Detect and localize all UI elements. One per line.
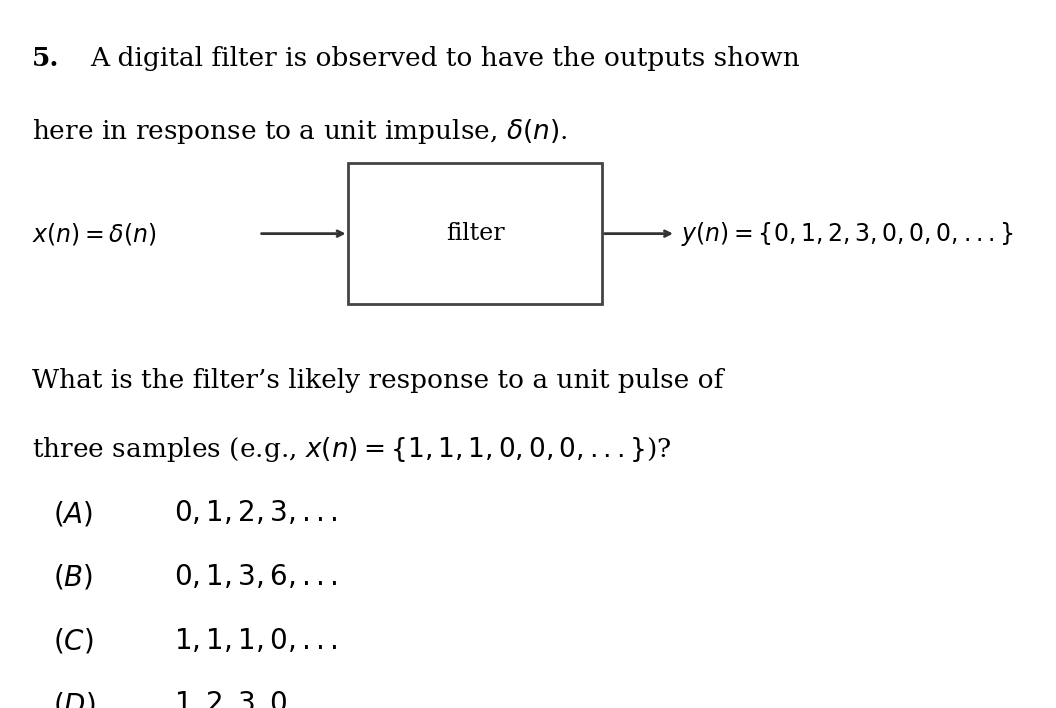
- Text: $(D)$: $(D)$: [53, 690, 95, 708]
- Text: here in response to a unit impulse, $\delta(n)$.: here in response to a unit impulse, $\de…: [32, 117, 567, 146]
- Text: three samples (e.g., $x(n) = \{1, 1, 1, 0, 0, 0, ...\}$)?: three samples (e.g., $x(n) = \{1, 1, 1, …: [32, 435, 672, 464]
- Text: $(A)$: $(A)$: [53, 499, 93, 528]
- Text: $0, 1, 3, 6, ...$: $0, 1, 3, 6, ...$: [174, 563, 338, 591]
- Text: $x(n) = \delta(n)$: $x(n) = \delta(n)$: [32, 221, 156, 246]
- Bar: [348, 163, 602, 304]
- Text: $(B)$: $(B)$: [53, 563, 93, 592]
- Text: filter: filter: [446, 222, 505, 245]
- Text: $1, 1, 1, 0, ...$: $1, 1, 1, 0, ...$: [174, 627, 338, 655]
- Text: $y(n) = \{0, 1, 2, 3, 0, 0, 0, ...\}$: $y(n) = \{0, 1, 2, 3, 0, 0, 0, ...\}$: [681, 219, 1014, 248]
- Text: $1, 2, 3, 0, ...$: $1, 2, 3, 0, ...$: [174, 690, 338, 708]
- Text: 5.: 5.: [32, 46, 59, 71]
- Text: $(C)$: $(C)$: [53, 627, 93, 656]
- Text: A digital filter is observed to have the outputs shown: A digital filter is observed to have the…: [90, 46, 799, 71]
- Text: What is the filter’s likely response to a unit pulse of: What is the filter’s likely response to …: [32, 368, 723, 393]
- Text: $0, 1, 2, 3, ...$: $0, 1, 2, 3, ...$: [174, 499, 338, 527]
